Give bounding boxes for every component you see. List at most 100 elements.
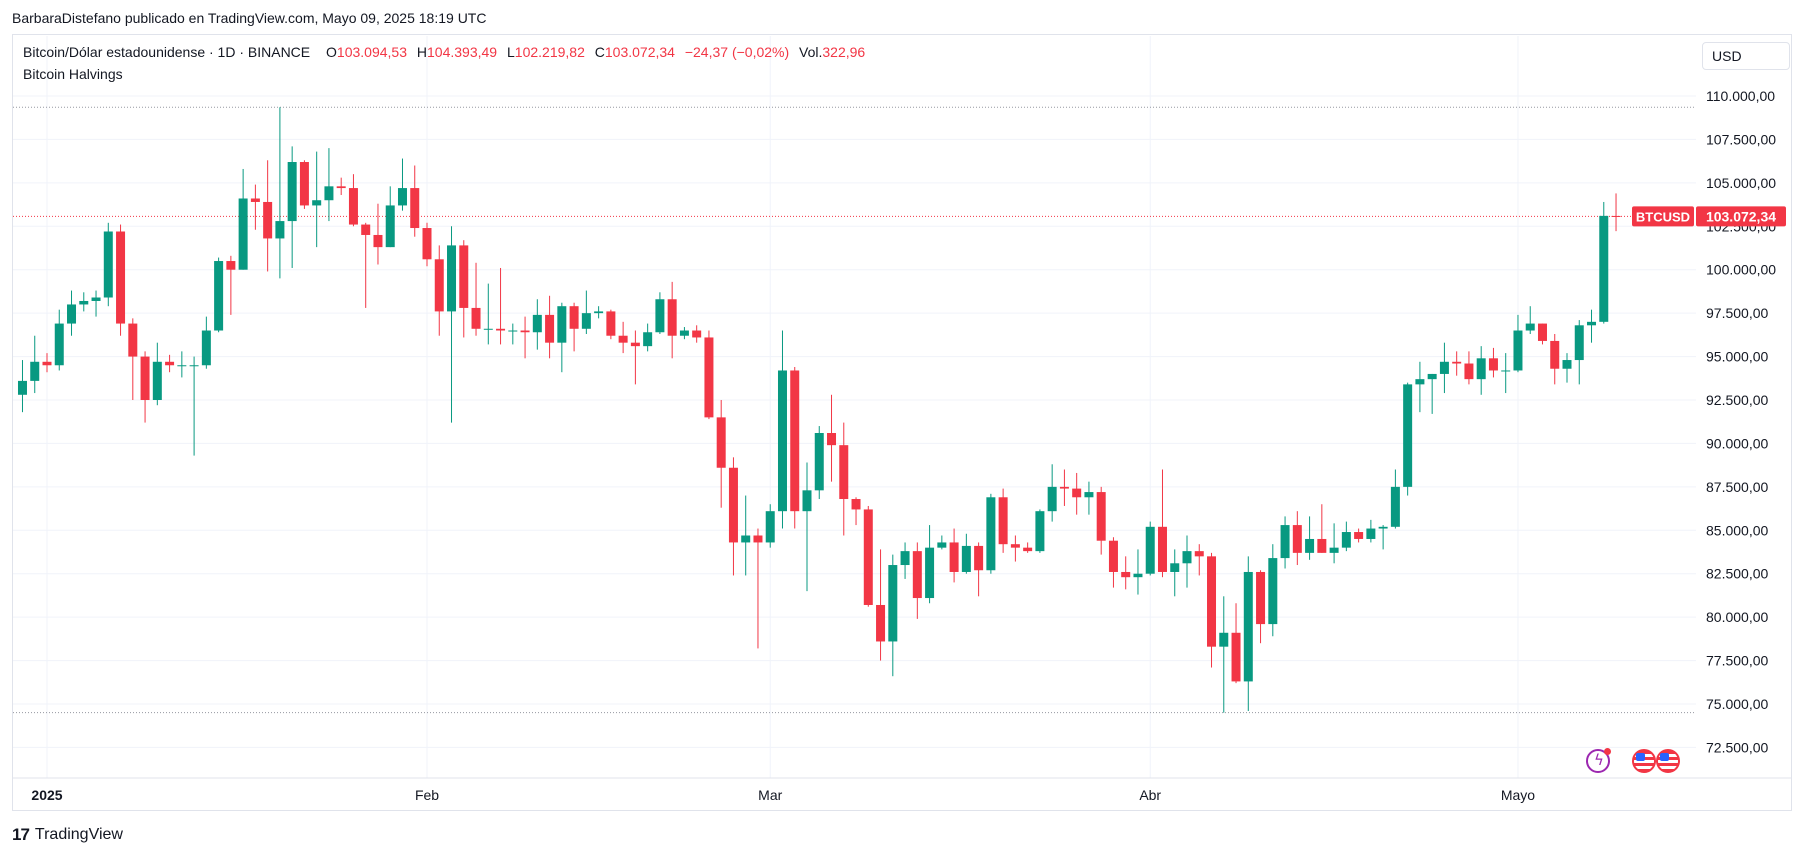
candle xyxy=(54,309,64,371)
candle xyxy=(1035,509,1045,553)
candle-body xyxy=(1341,532,1351,548)
candle-body xyxy=(496,328,506,331)
candle-body xyxy=(594,311,604,314)
candle xyxy=(312,151,322,248)
candle-body xyxy=(373,234,383,248)
candle-body xyxy=(54,323,64,366)
candle xyxy=(606,309,616,340)
candle xyxy=(324,148,334,222)
candle xyxy=(667,281,677,359)
candle-body xyxy=(483,328,493,330)
candle xyxy=(1059,469,1069,506)
candle-body xyxy=(741,535,751,543)
us-flag-icon[interactable] xyxy=(1656,749,1680,773)
candle xyxy=(103,222,113,307)
candle xyxy=(1256,570,1266,644)
candle xyxy=(397,158,407,211)
candle xyxy=(679,327,689,340)
currency-button[interactable]: USD xyxy=(1702,42,1790,70)
ohlc-legend[interactable]: Bitcoin/Dólar estadounidense · 1D · BINA… xyxy=(23,44,865,60)
candle-body xyxy=(459,245,469,308)
candle xyxy=(814,426,824,500)
candle-body xyxy=(1329,547,1339,553)
candle-body xyxy=(753,535,763,543)
candle xyxy=(1537,323,1547,345)
candle-body xyxy=(679,330,689,336)
candle xyxy=(508,323,518,345)
candle-body xyxy=(557,306,567,343)
candle-body xyxy=(1305,538,1315,553)
candle-body xyxy=(925,547,935,599)
candle-body xyxy=(1611,215,1621,217)
price-tick-label: 72.500,00 xyxy=(1706,739,1768,755)
us-flag-icon[interactable] xyxy=(1632,749,1656,773)
high-value: 104.393,49 xyxy=(427,44,498,60)
close-label: C xyxy=(594,44,605,60)
price-tick-label: 107.500,00 xyxy=(1706,131,1776,147)
tradingview-logo[interactable]: 17 TradingView xyxy=(12,825,123,845)
candle xyxy=(201,316,211,369)
candle xyxy=(1317,504,1327,553)
last-price-label: 103.072,34 xyxy=(1706,208,1776,224)
candle-body xyxy=(312,200,322,206)
candle xyxy=(1403,382,1413,496)
tradingview-mark-icon: 17 xyxy=(12,825,30,844)
volume-value: 322,96 xyxy=(822,44,866,60)
high-label: H xyxy=(416,44,428,60)
candle-body xyxy=(1390,486,1400,527)
candle-body xyxy=(1047,486,1057,512)
candle-body xyxy=(17,380,27,395)
candle-body xyxy=(1550,340,1560,369)
candle-body xyxy=(692,330,702,338)
candle-body xyxy=(569,306,579,329)
close-value: 103.072,34 xyxy=(604,44,675,60)
price-axis: 72.500,00 75.000,00 77.500,00 80.000,00 82.5… xyxy=(1706,88,1776,755)
candle xyxy=(998,488,1008,553)
candle-body xyxy=(1145,526,1155,574)
candle xyxy=(1010,535,1020,562)
candle-body xyxy=(79,300,89,305)
candle-body xyxy=(275,221,285,239)
candle-body xyxy=(1587,321,1597,326)
price-tick-label: 87.500,00 xyxy=(1706,479,1768,495)
time-axis: 2025 Feb Mar Abr Mayo xyxy=(31,787,1535,803)
candle-body xyxy=(165,361,175,366)
candle xyxy=(1329,523,1339,564)
candle xyxy=(937,535,947,550)
candle-body xyxy=(348,188,358,225)
lightning-icon[interactable] xyxy=(1586,748,1611,773)
candle-body xyxy=(361,224,371,235)
price-tick-label: 95.000,00 xyxy=(1706,349,1768,365)
low-label: L xyxy=(506,44,515,60)
candle-body xyxy=(1415,379,1425,385)
candle xyxy=(655,292,665,334)
candle-body xyxy=(116,231,126,324)
candle xyxy=(140,351,150,423)
candle xyxy=(299,160,309,209)
candle-body xyxy=(1501,370,1511,372)
candle-body xyxy=(1194,551,1204,557)
candle xyxy=(1587,309,1597,343)
candle xyxy=(1243,556,1253,711)
candle-body xyxy=(765,511,775,543)
candle-body xyxy=(1243,571,1253,682)
candle xyxy=(385,186,395,248)
candle xyxy=(226,255,236,315)
candle xyxy=(1305,516,1315,560)
candle xyxy=(912,542,922,619)
symbol-tag-badge xyxy=(1632,206,1694,227)
candle-body xyxy=(667,299,677,336)
candle-body xyxy=(655,299,665,333)
indicator-label[interactable]: Bitcoin Halvings xyxy=(23,66,123,82)
candles xyxy=(17,107,1621,713)
price-tick-label: 105.000,00 xyxy=(1706,175,1776,191)
candle-body xyxy=(863,509,873,605)
candle-body xyxy=(201,330,211,366)
candle-body xyxy=(1035,511,1045,552)
candle xyxy=(483,283,493,345)
symbol-title[interactable]: Bitcoin/Dólar estadounidense · 1D · BINA… xyxy=(23,44,311,60)
candle-body xyxy=(324,186,334,201)
candle xyxy=(459,240,469,338)
candle-body xyxy=(1010,544,1020,548)
